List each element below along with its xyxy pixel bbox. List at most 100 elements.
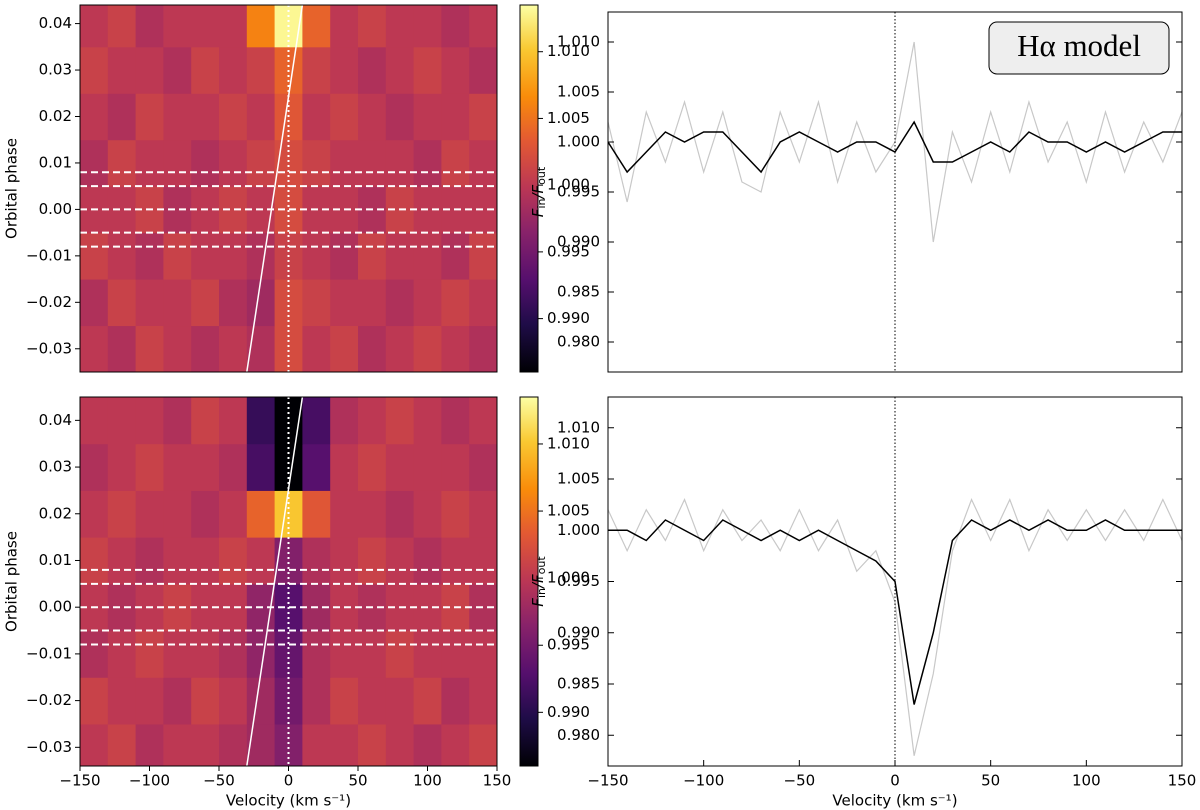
heatmap-cell (135, 139, 164, 187)
x-axis-label: Velocity (km s⁻¹) (832, 792, 957, 810)
y-tick-label: 0.990 (557, 623, 600, 641)
heatmap-cell (302, 279, 331, 327)
heatmap-cell (330, 677, 359, 725)
heatmap-cell (135, 46, 164, 94)
y-tick-label: 0.995 (557, 183, 600, 201)
heatmap-cell (219, 443, 248, 491)
heatmap-cell (219, 93, 248, 141)
heatmap-cell (80, 630, 109, 678)
heatmap-cell (135, 93, 164, 141)
colorbar (519, 396, 539, 767)
heatmap-cell (469, 397, 497, 445)
heatmap-cell (107, 279, 137, 327)
heatmap-cell (107, 490, 137, 538)
heatmap-cell (358, 325, 387, 372)
heatmap-cell (135, 677, 164, 725)
heatmap-cell (385, 397, 415, 445)
x-tick-label: −100 (129, 772, 170, 790)
y-tick-label: 1.010 (557, 33, 600, 51)
heatmap-cell (469, 443, 497, 491)
y-tick-label: 0.990 (557, 233, 600, 251)
heatmap-cell (330, 5, 359, 48)
plot-area (80, 5, 497, 372)
heatmap-cell (441, 279, 470, 327)
heatmap-cell (302, 46, 331, 94)
heatmap-cell (441, 443, 470, 491)
heatmap-cell (413, 397, 442, 445)
heatmap-cell (246, 325, 276, 372)
heatmap-cell (107, 677, 137, 725)
heatmap-cell (246, 139, 276, 187)
heatmap-cell (302, 443, 331, 491)
heatmap-cell (246, 490, 276, 538)
heatmap-cell (358, 537, 387, 585)
heatmap-cell (80, 46, 109, 94)
heatmap-cell (219, 630, 248, 678)
heatmap-cell (274, 537, 303, 585)
x-tick-label: 150 (483, 772, 512, 790)
heatmap-cell (191, 325, 220, 372)
heatmap-cell (191, 723, 220, 766)
heatmap-cell (163, 139, 192, 187)
y-axis-label-part: F (529, 208, 547, 217)
x-tick-label: −150 (587, 772, 628, 790)
heatmap-cell (358, 677, 387, 725)
heatmap-cell (191, 397, 220, 445)
heatmap-cell (330, 325, 359, 372)
heatmap-cell (441, 232, 470, 280)
heatmap-cell (358, 46, 387, 94)
heatmap-cell (135, 397, 164, 445)
heatmap-cell (219, 279, 248, 327)
heatmap-cell (441, 723, 470, 766)
heatmap-cell (163, 93, 192, 141)
colorbar-tick-label: 1.005 (547, 109, 590, 127)
heatmap-cell (80, 93, 109, 141)
heatmap-cell (135, 723, 164, 766)
heatmap-cell (469, 630, 497, 678)
heatmap-cell (441, 490, 470, 538)
y-tick-label: 0.980 (557, 726, 600, 744)
heatmap-cell (274, 139, 303, 187)
heatmap-cell (469, 139, 497, 187)
heatmap-cell (163, 630, 192, 678)
heatmap-cell (219, 139, 248, 187)
y-axis-label: Orbital phase (3, 138, 21, 239)
y-tick-label: 0.00 (39, 598, 72, 616)
heatmap-cell (219, 490, 248, 538)
x-tick-label: −50 (203, 772, 235, 790)
colorbar-tick-label: 1.000 (547, 569, 590, 587)
x-tick-label: 50 (348, 772, 367, 790)
y-tick-label: 0.980 (557, 333, 600, 351)
heatmap-cell (385, 677, 415, 725)
x-tick-label: −150 (59, 772, 100, 790)
plot-area (80, 397, 497, 766)
heatmap-cell (302, 397, 331, 445)
y-axis-label-subscript: out (535, 556, 548, 575)
heatmap-cell (191, 490, 220, 538)
heatmap-cell (330, 397, 359, 445)
heatmap-cell (246, 46, 276, 94)
heatmap-cell (441, 325, 470, 372)
y-axis-label-part: /F (529, 184, 547, 200)
heatmap-cell (80, 232, 109, 280)
heatmap-cell (358, 723, 387, 766)
heatmap-cell (413, 93, 442, 141)
heatmap-cell (107, 325, 137, 372)
heatmap-cell (302, 723, 331, 766)
heatmap-cell (469, 325, 497, 372)
y-tick-label: 1.005 (557, 470, 600, 488)
heatmap-cell (191, 93, 220, 141)
heatmap-cell (413, 630, 442, 678)
heatmap-cell (219, 5, 248, 48)
heatmap-cell (107, 46, 137, 94)
heatmap-cell (80, 723, 109, 766)
x-tick-label: −100 (683, 772, 724, 790)
colorbar-tick-label: 0.995 (547, 636, 590, 654)
heatmap-cell (107, 397, 137, 445)
y-tick-label: 1.000 (557, 133, 600, 151)
heatmap-cell (246, 5, 276, 48)
heatmap-cell (469, 232, 497, 280)
heatmap-cell (191, 677, 220, 725)
heatmap-cell (441, 630, 470, 678)
